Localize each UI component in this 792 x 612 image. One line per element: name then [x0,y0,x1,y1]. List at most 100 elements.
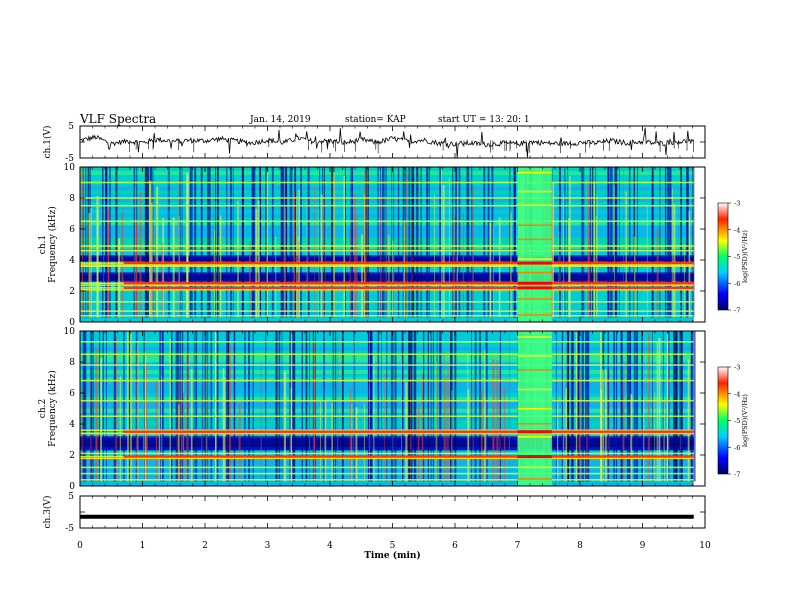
freq-band [80,252,694,257]
tone-line [80,265,694,267]
tone-line [80,310,694,312]
noise-stripe [679,331,681,482]
event-strong-line [517,261,552,265]
noise-stripe [390,331,393,482]
event-line [517,355,552,357]
tone-line [80,181,694,184]
noise-stripe [693,331,696,482]
tone-line [80,249,694,252]
noise-stripe [233,331,236,482]
noise-stripe [181,331,184,482]
noise-stripe [676,331,678,482]
event-line [517,388,552,391]
noise-stripe [434,194,435,318]
noise-stripe [381,331,382,482]
tone-line [80,341,694,343]
noise-stripe [180,406,183,482]
event-line [517,224,552,226]
noise-stripe [665,167,666,318]
strong-tone-line [123,261,694,265]
noise-stripe [190,167,193,318]
noise-stripe [275,331,278,482]
noise-stripe [349,388,352,482]
noise-stripe [181,167,183,318]
noise-stripe [416,167,419,318]
noise-stripe [257,200,260,318]
noise-stripe [350,167,353,318]
noise-stripe [285,167,287,318]
noise-stripe [117,238,121,318]
y-tick-label: -5 [65,524,74,534]
noise-stripe [417,407,420,482]
noise-stripe [479,331,481,482]
noise-stripe [613,331,616,482]
noise-stripe [458,167,461,318]
freq-band [80,194,694,199]
tone-line [80,245,694,247]
noise-stripe [568,218,570,318]
freq-band [80,201,694,207]
noise-stripe [225,331,229,482]
noise-stripe [674,331,676,482]
y-tick-label: 0 [69,482,75,492]
noise-stripe [337,336,339,482]
noise-stripe [636,331,639,482]
noise-stripe [283,371,286,482]
noise-stripe [680,338,682,482]
noise-stripe [508,332,510,482]
freq-band [80,232,694,238]
noise-stripe [301,331,304,482]
event-line [517,407,552,410]
noise-stripe [471,167,473,318]
noise-stripe [623,168,624,318]
noise-stripe [492,224,494,318]
noise-stripe [154,233,156,318]
noise-stripe [405,167,407,318]
noise-stripe [171,331,173,482]
y-tick-label: 5 [68,122,74,132]
colorbar-tick-label: -4 [734,226,740,234]
freq-band [80,306,694,311]
noise-stripe [565,387,568,482]
freq-band [80,190,694,195]
colorbar-tick-label: -5 [734,417,740,425]
event-strong-line [517,455,552,459]
noise-stripe [428,167,430,318]
colorbar [717,202,729,311]
noise-stripe [628,167,631,318]
noise-stripe [609,167,612,318]
noise-stripe [349,228,351,318]
noise-stripe [324,202,326,318]
noise-stripe [210,331,213,482]
noise-stripe [466,167,468,318]
noise-stripe [323,331,325,482]
noise-stripe [585,331,587,482]
noise-stripe [178,180,180,318]
noise-stripe [275,236,277,318]
noise-stripe [259,167,261,318]
dark-band-core [80,257,694,262]
noise-stripe [450,331,452,482]
noise-stripe [421,373,424,482]
y-tick-label: 5 [68,492,74,502]
noise-stripe [439,167,441,318]
freq-band [80,310,694,315]
colorbar-tick-label: -4 [734,390,740,398]
tone-line [80,466,694,469]
noise-stripe [82,167,84,318]
event-strong-line [517,286,552,290]
noise-stripe [160,331,161,482]
freq-band [80,221,694,226]
strong-tone-line [123,455,694,458]
noise-stripe [483,167,486,318]
noise-stripe [297,235,299,318]
noise-stripe [588,234,590,318]
noise-stripe [194,167,196,318]
noise-stripe [123,331,125,482]
y-axis-label: ch.1(V) [42,126,53,159]
noise-stripe [136,341,139,482]
tone-line [80,415,694,418]
freq-band [80,205,694,210]
noise-stripe [557,402,559,482]
